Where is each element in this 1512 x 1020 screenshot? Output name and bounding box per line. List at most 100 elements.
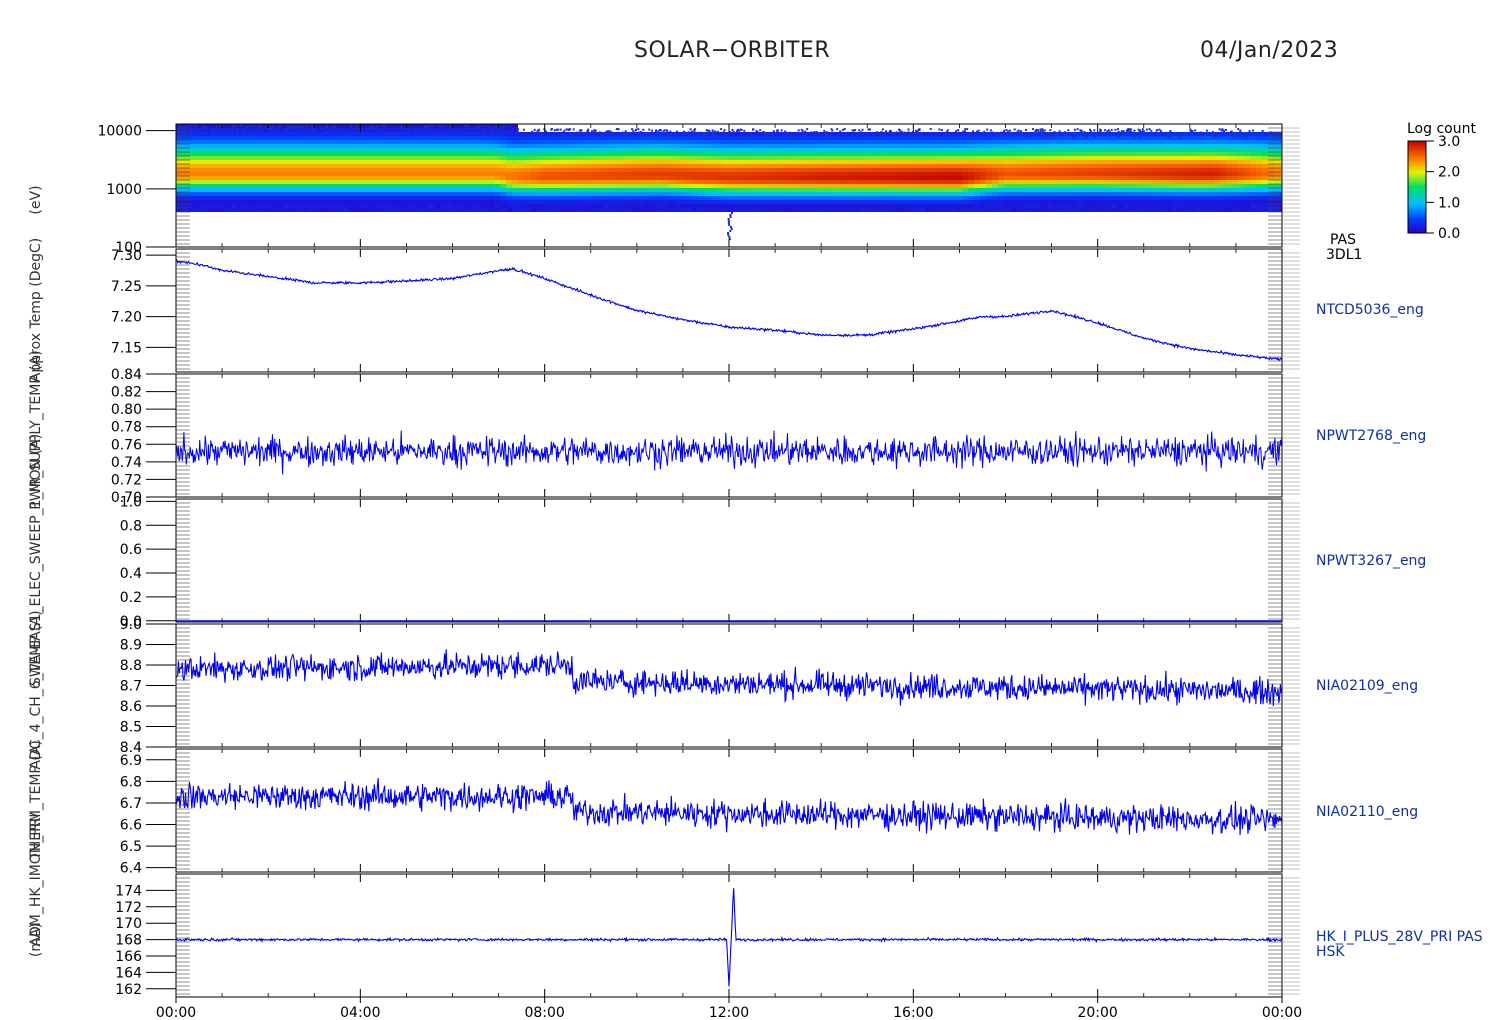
spectrogram-cell <box>272 188 278 192</box>
spectrogram-cell <box>1089 130 1092 133</box>
spectrogram-cell <box>851 133 854 136</box>
spectrogram-cell <box>428 184 434 188</box>
spectrogram-cell <box>536 192 542 196</box>
spectrogram-cell <box>998 208 1004 212</box>
spectrogram-cell <box>806 176 812 180</box>
spectrogram-cell <box>554 172 560 176</box>
spectrogram-cell <box>1256 196 1262 200</box>
spectrogram-cell <box>224 160 230 164</box>
spectrogram-cell <box>1022 176 1028 180</box>
spectrogram-cell <box>698 156 704 160</box>
spectrogram-cell <box>1094 200 1100 204</box>
spectrogram-cell <box>651 129 654 132</box>
spectrogram-cell <box>794 152 800 156</box>
spectrogram-cell <box>260 180 266 184</box>
spectrogram-cell <box>926 136 932 140</box>
spectrogram-cell <box>188 184 194 188</box>
spectrogram-cell <box>458 132 464 136</box>
spectrogram-cell <box>860 200 866 204</box>
spectrogram-cell <box>890 144 896 148</box>
spectrogram-cell <box>500 172 506 176</box>
spectrogram-cell <box>692 180 698 184</box>
spectrogram-cell <box>884 164 890 168</box>
spectrogram-cell <box>386 176 392 180</box>
spectrogram-cell <box>548 168 554 172</box>
spectrogram-cell <box>1016 144 1022 148</box>
spectrogram-cell <box>236 136 242 140</box>
spectrogram-cell <box>506 208 512 212</box>
spectrogram-cell <box>968 200 974 204</box>
spectrogram-cell <box>1139 129 1142 132</box>
spectrogram-cell <box>320 140 326 144</box>
spectrogram-cell <box>1208 176 1214 180</box>
spectrogram-cell <box>914 184 920 188</box>
spectrogram-cell <box>890 168 896 172</box>
spectrogram-cell <box>839 130 842 133</box>
spectrogram-cell <box>524 204 530 208</box>
spectrogram-cell <box>704 196 710 200</box>
spectrogram-cell <box>614 172 620 176</box>
spectrogram-cell <box>830 144 836 148</box>
spectrogram-cell <box>632 164 638 168</box>
spectrogram-cell <box>506 160 512 164</box>
spectrogram-cell <box>1226 176 1232 180</box>
spectrogram-cell <box>458 124 464 128</box>
spectrogram-cell <box>878 196 884 200</box>
spectrogram-cell <box>1039 130 1042 133</box>
spectrogram-cell <box>854 196 860 200</box>
spectrogram-cell <box>290 172 296 176</box>
spectrogram-cell <box>338 180 344 184</box>
spectrogram-cell <box>1064 200 1070 204</box>
spectrogram-cell <box>524 148 530 152</box>
spectrogram-cell <box>325 130 328 133</box>
spectrogram-cell <box>831 129 834 132</box>
spectrogram-cell <box>884 135 887 138</box>
spectrogram-cell <box>368 176 374 180</box>
spectrogram-cell <box>542 180 548 184</box>
spectrogram-cell <box>991 134 994 137</box>
spectrogram-cell <box>716 204 722 208</box>
spectrogram-cell <box>614 180 620 184</box>
spectrogram-cell <box>374 196 380 200</box>
spectrogram-cell <box>596 152 602 156</box>
spectrogram-cell <box>896 188 902 192</box>
spectrogram-cell <box>680 152 686 156</box>
spectrogram-cell <box>254 160 260 164</box>
spectrogram-cell <box>224 204 230 208</box>
spectrogram-cell <box>692 160 698 164</box>
spectrogram-cell <box>992 148 998 152</box>
spectrogram-cell <box>804 130 807 133</box>
spectrogram-cell <box>662 204 668 208</box>
spectrogram-cell <box>452 148 458 152</box>
spectrogram-cell <box>224 140 230 144</box>
spectrogram-cell <box>212 180 218 184</box>
spectrogram-cell <box>818 168 824 172</box>
spectrogram-cell <box>415 129 418 132</box>
spectrogram-cell <box>710 196 716 200</box>
spectrogram-cell <box>716 130 719 133</box>
spectrogram-cell <box>236 144 242 148</box>
spectrogram-cell <box>824 156 830 160</box>
spectrogram-cell <box>236 196 242 200</box>
spectrogram-cell <box>1190 204 1196 208</box>
spectrogram-cell <box>332 128 335 131</box>
spectrogram-cell <box>1214 204 1220 208</box>
spectrogram-cell <box>566 196 572 200</box>
spectrogram-cell <box>1208 200 1214 204</box>
spectrogram-cell <box>398 136 404 140</box>
spectrogram-cell <box>538 128 541 131</box>
spectrogram-cell <box>518 200 524 204</box>
spectrogram-cell <box>926 148 932 152</box>
spectrogram-cell <box>1232 133 1235 136</box>
spectrogram-cell <box>1064 188 1070 192</box>
spectrogram-cell <box>590 196 596 200</box>
spectrogram-cell <box>998 176 1004 180</box>
spectrogram-cell <box>446 140 452 144</box>
spectrogram-cell <box>702 133 705 136</box>
spectrogram-cell <box>494 128 500 132</box>
spectrogram-cell <box>1016 204 1022 208</box>
spectrogram-cell <box>650 132 656 136</box>
spectrogram-cell <box>350 156 356 160</box>
spectrogram-cell <box>578 204 584 208</box>
spectrogram-cell <box>932 136 938 140</box>
